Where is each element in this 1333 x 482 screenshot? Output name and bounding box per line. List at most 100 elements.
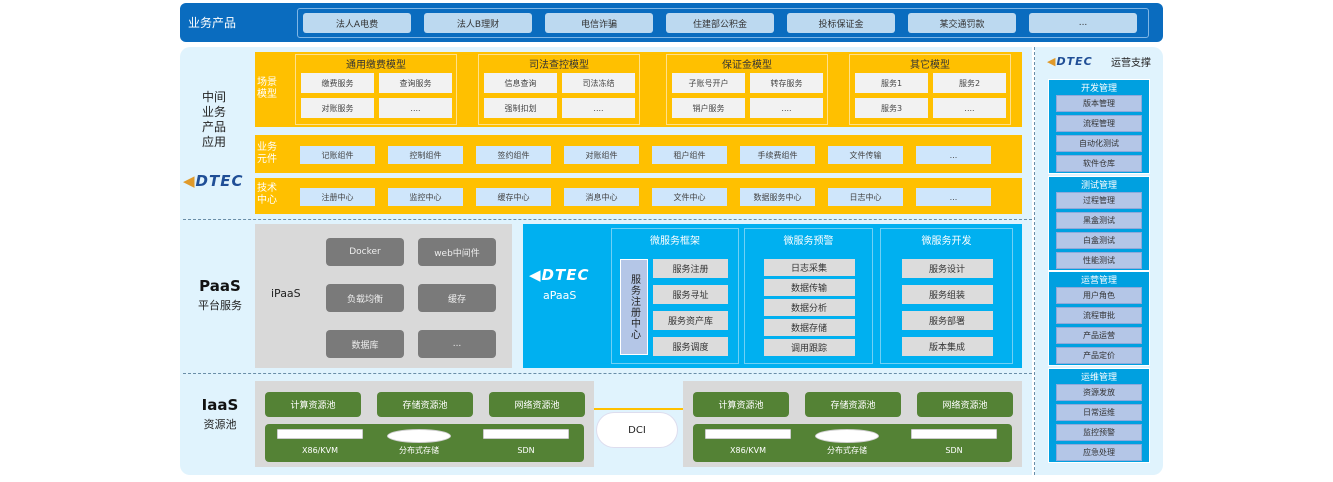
tech-center-item[interactable]: 文件中心 bbox=[652, 188, 727, 206]
tech-center-item[interactable]: 消息中心 bbox=[564, 188, 639, 206]
business-element-item[interactable]: 文件传输 bbox=[828, 146, 903, 164]
ops-item[interactable]: 流程管理 bbox=[1056, 115, 1142, 132]
scene-service-item[interactable]: 查询服务 bbox=[379, 73, 452, 93]
ipaas-component[interactable]: 数据库 bbox=[326, 330, 404, 358]
ops-item[interactable]: 过程管理 bbox=[1056, 192, 1142, 209]
ops-item[interactable]: 用户角色 bbox=[1056, 287, 1142, 304]
ops-item[interactable]: 白盒测试 bbox=[1056, 232, 1142, 249]
layer-divider bbox=[183, 219, 1032, 220]
apaas-item[interactable]: 调用跟踪 bbox=[763, 339, 855, 356]
scene-service-item[interactable]: 对账服务 bbox=[301, 98, 374, 118]
apaas-item[interactable]: 服务设计 bbox=[901, 259, 993, 278]
scene-service-item[interactable]: .... bbox=[933, 98, 1006, 118]
ops-item[interactable]: 产品定价 bbox=[1056, 347, 1142, 364]
resource-pool[interactable]: 存储资源池 bbox=[805, 392, 901, 417]
product-button[interactable]: 法人B理财 bbox=[424, 13, 532, 33]
dtec-logo: ◀DTEC bbox=[529, 266, 590, 284]
service-registry-center[interactable]: 服务注册中心 bbox=[620, 259, 648, 355]
ops-item[interactable]: 自动化测试 bbox=[1056, 135, 1142, 152]
business-element-item[interactable]: 记账组件 bbox=[300, 146, 375, 164]
apaas-item[interactable]: 服务部署 bbox=[901, 311, 993, 330]
scene-service-item[interactable]: 缴费服务 bbox=[301, 73, 374, 93]
scene-service-item[interactable]: 服务1 bbox=[855, 73, 928, 93]
ops-item[interactable]: 软件仓库 bbox=[1056, 155, 1142, 172]
business-element-item[interactable]: 租户组件 bbox=[652, 146, 727, 164]
tech-center-item[interactable]: 日志中心 bbox=[828, 188, 903, 206]
device-label: SDN bbox=[945, 445, 963, 455]
product-button[interactable]: 电信诈骗 bbox=[545, 13, 653, 33]
apaas-item[interactable]: 日志采集 bbox=[763, 259, 855, 276]
tech-center-item[interactable]: 缓存中心 bbox=[476, 188, 551, 206]
ops-item[interactable]: 应急处理 bbox=[1056, 444, 1142, 461]
scene-model-title: 保证金模型 bbox=[722, 59, 772, 71]
product-button[interactable]: ... bbox=[1029, 13, 1137, 33]
scene-service-item[interactable]: 服务3 bbox=[855, 98, 928, 118]
ops-group-title: 测试管理 bbox=[1080, 180, 1117, 191]
business-element-item[interactable]: 控制组件 bbox=[388, 146, 463, 164]
business-element-item[interactable]: 手续费组件 bbox=[740, 146, 815, 164]
ipaas-component[interactable]: 缓存 bbox=[418, 284, 496, 312]
switch-icon bbox=[911, 429, 997, 439]
ops-item[interactable]: 监控预警 bbox=[1056, 424, 1142, 441]
tech-center-item[interactable]: 监控中心 bbox=[388, 188, 463, 206]
product-button[interactable]: 投标保证金 bbox=[787, 13, 895, 33]
scene-service-item[interactable]: 司法冻结 bbox=[562, 73, 635, 93]
resource-pool[interactable]: 计算资源池 bbox=[265, 392, 361, 417]
scene-service-item[interactable]: 子账号开户 bbox=[672, 73, 745, 93]
apaas-item[interactable]: 服务组装 bbox=[901, 285, 993, 304]
business-element-item[interactable]: 对账组件 bbox=[564, 146, 639, 164]
product-button[interactable]: 某交通罚款 bbox=[908, 13, 1016, 33]
ops-item[interactable]: 产品运营 bbox=[1056, 327, 1142, 344]
business-element-item[interactable]: 签约组件 bbox=[476, 146, 551, 164]
apaas-item[interactable]: 数据存储 bbox=[763, 319, 855, 336]
ipaas-component[interactable]: 负载均衡 bbox=[326, 284, 404, 312]
ops-item[interactable]: 黑盒测试 bbox=[1056, 212, 1142, 229]
tech-center-item[interactable]: ... bbox=[916, 188, 991, 206]
scene-service-item[interactable]: .... bbox=[750, 98, 823, 118]
tech-center-item[interactable]: 数据服务中心 bbox=[740, 188, 815, 206]
scene-service-item[interactable]: 销户服务 bbox=[672, 98, 745, 118]
product-button[interactable]: 法人A电费 bbox=[303, 13, 411, 33]
ops-item[interactable]: 性能测试 bbox=[1056, 252, 1142, 269]
products-list: 法人A电费 法人B理财 电信诈骗 住建部公积金 投标保证金 某交通罚款... bbox=[297, 8, 1149, 38]
ops-item[interactable]: 日常运维 bbox=[1056, 404, 1142, 421]
switch-icon bbox=[483, 429, 569, 439]
scene-model-box: 通用缴费模型 缴费服务 查询服务 对账服务.... bbox=[295, 54, 457, 125]
ipaas-component[interactable]: web中间件 bbox=[418, 238, 496, 266]
scene-service-item[interactable]: .... bbox=[379, 98, 452, 118]
apaas-item[interactable]: 服务资产库 bbox=[653, 311, 728, 330]
resource-pool[interactable]: 计算资源池 bbox=[693, 392, 789, 417]
hardware-layer: X86/KVM 分布式存储 SDN bbox=[265, 424, 584, 462]
apaas-item[interactable]: 服务调度 bbox=[653, 337, 728, 356]
scene-service-item[interactable]: .... bbox=[562, 98, 635, 118]
ops-item[interactable]: 版本管理 bbox=[1056, 95, 1142, 112]
layer-divider bbox=[183, 373, 1032, 374]
apaas-frame: 微服务预警 日志采集 数据传输 数据分析 数据存储 调用跟踪 bbox=[744, 228, 873, 364]
ipaas-component[interactable]: ... bbox=[418, 330, 496, 358]
iaas-label: IaaS 资源池 bbox=[201, 396, 239, 431]
scene-service-item[interactable]: 服务2 bbox=[933, 73, 1006, 93]
product-button[interactable]: 住建部公积金 bbox=[666, 13, 774, 33]
scene-model-label: 场景模型 bbox=[257, 77, 277, 100]
server-icon bbox=[277, 429, 363, 439]
ops-item[interactable]: 流程审批 bbox=[1056, 307, 1142, 324]
tech-center-item[interactable]: 注册中心 bbox=[300, 188, 375, 206]
apaas-item[interactable]: 服务注册 bbox=[653, 259, 728, 278]
apaas-item[interactable]: 服务寻址 bbox=[653, 285, 728, 304]
ops-item[interactable]: 资源发放 bbox=[1056, 384, 1142, 401]
ipaas-component[interactable]: Docker bbox=[326, 238, 404, 266]
device-label: 分布式存储 bbox=[399, 445, 439, 455]
resource-pool[interactable]: 网络资源池 bbox=[489, 392, 585, 417]
apaas-item[interactable]: 数据传输 bbox=[763, 279, 855, 296]
resource-pool[interactable]: 网络资源池 bbox=[917, 392, 1013, 417]
apaas-frame-title: 微服务开发 bbox=[921, 235, 972, 247]
scene-service-item[interactable]: 信息查询 bbox=[484, 73, 557, 93]
resource-pool[interactable]: 存储资源池 bbox=[377, 392, 473, 417]
business-element-item[interactable]: ... bbox=[916, 146, 991, 164]
apaas-item[interactable]: 版本集成 bbox=[901, 337, 993, 356]
scene-service-item[interactable]: 转存服务 bbox=[750, 73, 823, 93]
scene-service-item[interactable]: 强制扣划 bbox=[484, 98, 557, 118]
operations-support-panel: ◀DTEC 运营支撑 开发管理 版本管理 流程管理 自动化测试 软件仓库 测试管理 过程管理… bbox=[1035, 47, 1163, 475]
ops-group: 测试管理 过程管理黑盒测试白盒测试性能测试 bbox=[1048, 176, 1150, 271]
apaas-item[interactable]: 数据分析 bbox=[763, 299, 855, 316]
